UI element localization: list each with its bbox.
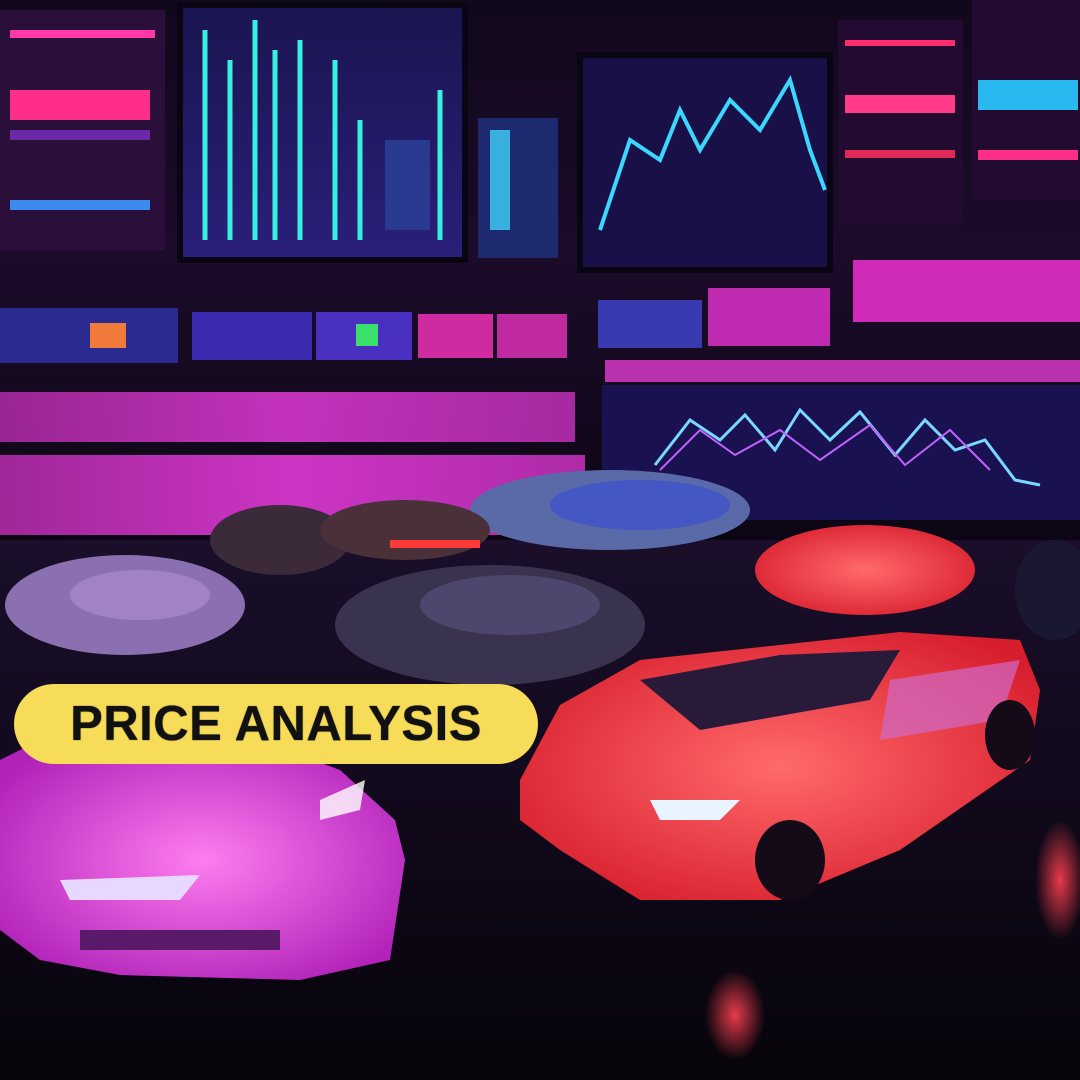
price-analysis-badge: PRICE ANALYSIS (14, 684, 538, 764)
badge-label: PRICE ANALYSIS (70, 697, 482, 751)
sports-car-icon (5, 470, 1080, 685)
monitor-wall-icon (0, 0, 1080, 273)
